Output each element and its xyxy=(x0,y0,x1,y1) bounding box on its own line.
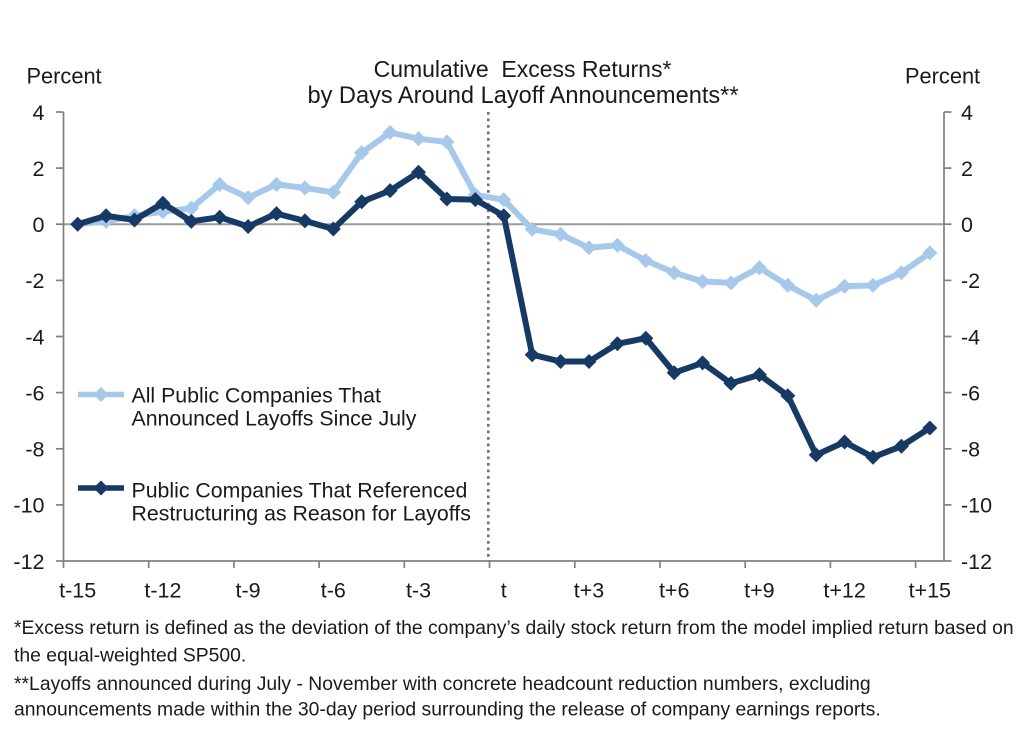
svg-text:t+3: t+3 xyxy=(574,579,605,603)
svg-text:Announced Layoffs Since July: Announced Layoffs Since July xyxy=(132,407,417,431)
svg-text:-6: -6 xyxy=(961,381,980,405)
svg-text:t+15: t+15 xyxy=(909,579,951,603)
svg-text:t-15: t-15 xyxy=(59,579,96,603)
svg-text:t+12: t+12 xyxy=(823,579,865,603)
svg-text:4: 4 xyxy=(33,101,45,125)
svg-text:t+9: t+9 xyxy=(744,579,775,603)
svg-text:-8: -8 xyxy=(25,438,44,462)
svg-text:0: 0 xyxy=(33,213,45,237)
svg-text:*Excess return is defined as t: *Excess return is defined as the deviati… xyxy=(14,617,1014,639)
svg-text:Percent: Percent xyxy=(905,64,980,89)
svg-text:4: 4 xyxy=(961,101,973,125)
svg-text:-4: -4 xyxy=(961,325,980,349)
svg-text:2: 2 xyxy=(33,157,45,181)
svg-text:announcements made within the: announcements made within the 30-day per… xyxy=(14,699,881,721)
svg-text:t-6: t-6 xyxy=(321,579,346,603)
svg-text:the equal-weighted SP500.: the equal-weighted SP500. xyxy=(14,645,246,667)
svg-text:t: t xyxy=(501,579,507,603)
svg-text:t-3: t-3 xyxy=(406,579,431,603)
svg-text:2: 2 xyxy=(961,157,973,181)
svg-text:t+6: t+6 xyxy=(659,579,690,603)
svg-text:-12: -12 xyxy=(13,550,44,574)
svg-text:All Public Companies That: All Public Companies That xyxy=(132,384,381,408)
svg-text:0: 0 xyxy=(961,213,973,237)
svg-text:Percent: Percent xyxy=(27,64,102,89)
svg-text:by Days Around Layoff Announce: by Days Around Layoff Announcements** xyxy=(307,83,738,109)
svg-text:-10: -10 xyxy=(13,494,44,518)
svg-text:Cumulative Excess Returns*: Cumulative Excess Returns* xyxy=(374,56,672,82)
svg-text:-6: -6 xyxy=(25,381,44,405)
svg-text:-2: -2 xyxy=(25,269,44,293)
svg-text:-8: -8 xyxy=(961,438,980,462)
svg-text:-10: -10 xyxy=(961,494,992,518)
svg-text:-2: -2 xyxy=(961,269,980,293)
svg-text:**Layoffs announced during Jul: **Layoffs announced during July - Novemb… xyxy=(14,673,871,695)
svg-text:Public Companies That Referenc: Public Companies That Referenced xyxy=(132,479,468,503)
svg-text:-4: -4 xyxy=(25,325,44,349)
svg-text:-12: -12 xyxy=(961,550,992,574)
svg-text:Restructuring as Reason for La: Restructuring as Reason for Layoffs xyxy=(132,502,471,526)
svg-text:t-12: t-12 xyxy=(144,579,181,603)
svg-text:t-9: t-9 xyxy=(236,579,261,603)
